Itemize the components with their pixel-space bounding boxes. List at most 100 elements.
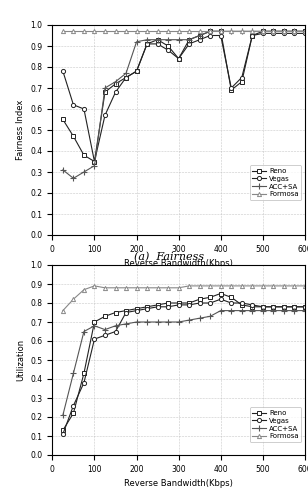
Vegas [71,402,75,408]
ACC+SA [209,314,212,320]
Reno [124,308,128,314]
ACC+SA [229,308,233,314]
Reno [114,81,117,87]
ACC+SA [177,36,180,43]
ACC+SA [82,169,86,175]
Reno [219,290,223,296]
ACC+SA [114,78,117,84]
ACC+SA [282,308,286,314]
ACC+SA [293,308,296,314]
Formosa [293,283,296,289]
Vegas [219,32,223,38]
Vegas [198,300,201,306]
ACC+SA [114,323,117,329]
ACC+SA [82,328,86,334]
Formosa [187,28,191,34]
Vegas [166,304,170,310]
Y-axis label: Fairness Index: Fairness Index [16,100,25,160]
Reno [303,304,307,310]
Vegas [272,30,275,36]
Reno [209,294,212,300]
Vegas [145,306,149,312]
Formosa [82,286,86,292]
Reno [82,152,86,158]
Reno [103,314,107,320]
Formosa [272,283,275,289]
ACC+SA [61,412,65,418]
Vegas [282,304,286,310]
Vegas [103,332,107,338]
Reno [240,302,244,308]
ACC+SA [177,319,180,325]
Formosa [145,28,149,34]
Formosa [177,28,180,34]
Formosa [282,283,286,289]
Formosa [103,28,107,34]
Reno [124,74,128,80]
Vegas [93,158,96,164]
Reno [187,300,191,306]
ACC+SA [229,28,233,34]
Reno [198,296,201,302]
ACC+SA [71,176,75,182]
Formosa [261,283,265,289]
Reno [82,370,86,376]
Vegas [209,300,212,306]
Vegas [61,431,65,437]
Formosa [209,283,212,289]
ACC+SA [219,28,223,34]
Formosa [229,28,233,34]
Formosa [261,28,265,34]
Formosa [272,28,275,34]
ACC+SA [272,28,275,34]
Vegas [177,302,180,308]
Reno [272,304,275,310]
Formosa [82,28,86,34]
Vegas [303,30,307,36]
Formosa [71,28,75,34]
ACC+SA [303,28,307,34]
X-axis label: Reverse Bandwidth(Kbps): Reverse Bandwidth(Kbps) [124,480,233,488]
ACC+SA [124,321,128,327]
Formosa [145,285,149,291]
Formosa [156,285,160,291]
Reno [261,304,265,310]
Vegas [240,74,244,80]
Reno [114,310,117,316]
Formosa [198,283,201,289]
Vegas [156,41,160,47]
Formosa [93,283,96,289]
Formosa [71,296,75,302]
Vegas [114,89,117,95]
Formosa [156,28,160,34]
ACC+SA [166,36,170,43]
Reno [71,410,75,416]
Reno [250,304,254,310]
Reno [229,87,233,93]
Line: Vegas: Vegas [61,32,307,164]
Vegas [293,30,296,36]
Vegas [240,300,244,306]
Vegas [250,32,254,38]
Reno [61,428,65,434]
Formosa [187,283,191,289]
Formosa [240,28,244,34]
Reno [145,41,149,47]
Line: Reno: Reno [61,29,307,164]
Legend: Reno, Vegas, ACC+SA, Formosa: Reno, Vegas, ACC+SA, Formosa [249,408,302,442]
ACC+SA [135,39,138,45]
Vegas [61,68,65,74]
ACC+SA [209,28,212,34]
Vegas [103,112,107,118]
Reno [177,56,180,62]
Formosa [135,285,138,291]
Reno [198,32,201,38]
Vegas [198,36,201,43]
Vegas [187,302,191,308]
ACC+SA [240,28,244,34]
Reno [177,300,180,306]
Vegas [177,56,180,62]
Vegas [229,300,233,306]
Reno [282,304,286,310]
Vegas [303,304,307,310]
